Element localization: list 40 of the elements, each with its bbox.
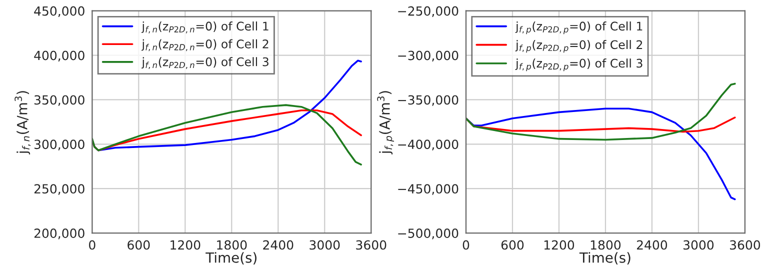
y-tick-label: −300,000 [398, 50, 458, 62]
x-tick-label: 1800 [590, 240, 621, 250]
y-tick-label: −450,000 [398, 184, 458, 195]
y-tick-label: −400,000 [398, 140, 458, 150]
legend-label: j$_{f,n}$(z$_{P2D,n}$=0) of Cell 2 [142, 39, 268, 52]
line-series [466, 82, 736, 141]
line-series [466, 108, 736, 200]
y-tick-label: 250,000 [34, 184, 84, 195]
x-tick-label: 1200 [170, 240, 200, 250]
legend-label: j$_{f,n}$(z$_{P2D,n}$=0) of Cell 3 [142, 57, 268, 69]
line-series [92, 109, 362, 152]
x-tick-label: 600 [501, 240, 524, 250]
legend-label: j$_{f,n}$(z$_{P2D,n}$=0) of Cell 1 [142, 21, 268, 34]
x-tick-label: 3600 [356, 240, 386, 250]
x-tick-label: 2400 [636, 240, 668, 250]
y-tick-label: 200,000 [34, 228, 84, 240]
x-tick-label: 3000 [310, 240, 340, 250]
y-tick-label: −350,000 [398, 95, 458, 106]
x-tick-label: 0 [462, 240, 470, 250]
x-tick-label: 3000 [684, 240, 714, 250]
x-tick-label: 1200 [544, 240, 574, 250]
y-tick-label: 300,000 [34, 140, 84, 150]
x-axis-title: Time(s) [206, 252, 256, 264]
legend-label: j$_{f,p}$(z$_{P2D,p}$=0) of Cell 2 [515, 40, 642, 53]
line-series [92, 104, 362, 166]
y-tick-label: −250,000 [398, 6, 458, 18]
y-tick-label: −500,000 [398, 228, 458, 240]
y-tick-label: 450,000 [34, 6, 84, 18]
x-tick-label: 1800 [217, 240, 247, 250]
legend-label: j$_{f,p}$(z$_{P2D,p}$=0) of Cell 3 [515, 58, 642, 72]
y-axis-title: j$_{f,p}$(A/m$^{3}$) [377, 91, 394, 154]
x-tick-label: 600 [128, 240, 150, 250]
x-tick-label: 0 [89, 240, 96, 250]
x-axis-title: Time(s) [579, 252, 630, 264]
y-axis-title: j$_{f,n}$(A/m$^{3}$) [14, 91, 31, 154]
y-tick-label: 350,000 [34, 95, 84, 106]
x-tick-label: 2400 [263, 240, 294, 250]
y-tick-label: 400,000 [34, 50, 84, 62]
x-tick-label: 3600 [730, 240, 760, 250]
legend-label: j$_{f,p}$(z$_{P2D,p}$=0) of Cell 1 [515, 21, 642, 34]
